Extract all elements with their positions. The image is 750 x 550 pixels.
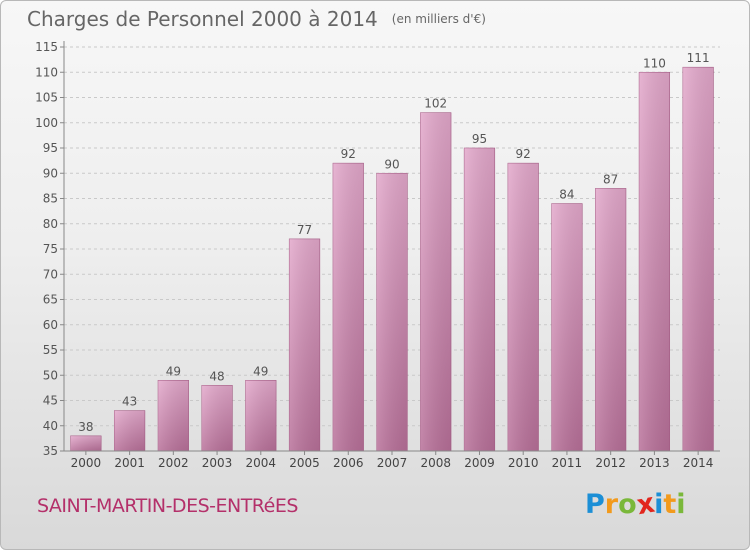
x-tick-label: 2013 (639, 456, 670, 470)
bar-shade (245, 380, 277, 451)
bar-shade (464, 148, 495, 451)
x-tick-label: 2006 (333, 456, 364, 470)
x-tick-label: 2012 (595, 456, 626, 470)
bar-shade (639, 72, 670, 451)
x-tick-label: 2004 (246, 456, 277, 470)
logo-letter: r (604, 489, 619, 520)
logo-letter: P (585, 489, 605, 520)
bar-value-label: 49 (166, 364, 181, 378)
bar-shade (332, 163, 364, 451)
bar-value-label: 43 (122, 395, 137, 409)
x-tick-label: 2002 (158, 456, 189, 470)
y-tick-label: 65 (43, 293, 58, 307)
y-tick-label: 100 (35, 116, 58, 130)
x-tick-label: 2003 (202, 456, 233, 470)
x-tick-label: 2001 (114, 456, 145, 470)
bar-value-label: 102 (424, 97, 447, 111)
x-tick-label: 2005 (289, 456, 320, 470)
chart-title: Charges de Personnel 2000 à 2014 (en mill… (27, 7, 486, 31)
x-tick-label: 2000 (71, 456, 102, 470)
bar-value-label: 90 (384, 157, 399, 171)
y-tick-label: 45 (43, 394, 58, 408)
bar-value-label: 77 (297, 223, 312, 237)
y-tick-label: 50 (43, 368, 58, 382)
bar-shade (70, 435, 102, 451)
bar-value-label: 92 (341, 147, 356, 161)
bar-shade (201, 385, 233, 451)
y-tick-label: 90 (43, 166, 58, 180)
y-tick-label: 115 (35, 40, 58, 54)
bar-shade (551, 203, 583, 451)
bar-shade (682, 67, 714, 451)
bar-value-label: 87 (603, 172, 618, 186)
y-tick-label: 55 (43, 343, 58, 357)
bar-value-label: 48 (209, 369, 224, 383)
bar-value-label: 95 (472, 132, 487, 146)
y-tick-label: 40 (43, 419, 58, 433)
bar-value-label: 84 (559, 188, 574, 202)
x-tick-label: 2010 (508, 456, 539, 470)
bar-shade (420, 112, 452, 452)
x-tick-label: 2011 (552, 456, 583, 470)
proxiti-logo: Proxiti (585, 488, 686, 522)
bar-value-label: 38 (78, 420, 93, 434)
y-tick-label: 60 (43, 318, 58, 332)
bar-shade (507, 163, 539, 451)
bar-shade (114, 410, 145, 451)
bar-shade (376, 173, 408, 451)
y-tick-label: 80 (43, 217, 58, 231)
title-text: Charges de Personnel 2000 à 2014 (27, 7, 378, 31)
y-tick-label: 110 (35, 65, 58, 79)
logo-letter: i (654, 489, 664, 520)
x-tick-label: 2014 (683, 456, 714, 470)
bar-value-label: 49 (253, 364, 268, 378)
bar-shade (595, 188, 626, 451)
y-tick-label: 95 (43, 141, 58, 155)
logo-letter: i (676, 489, 686, 520)
x-tick-label: 2008 (420, 456, 451, 470)
y-tick-label: 75 (43, 242, 58, 256)
y-tick-label: 35 (43, 444, 58, 458)
bar-value-label: 111 (687, 51, 710, 65)
y-tick-label: 105 (35, 91, 58, 105)
unit-label: (en milliers d'€) (391, 12, 486, 26)
x-tick-label: 2007 (377, 456, 408, 470)
bar-value-label: 92 (516, 147, 531, 161)
commune-name: SAINT-MARTIN-DES-ENTRéES (37, 495, 298, 517)
bars-layer: 38 43 49 48 49 77 92 90 102 95 92 84 87 110 111 (70, 51, 714, 452)
y-tick-label: 85 (43, 192, 58, 206)
bar-shade (289, 238, 320, 451)
bar-shade (158, 380, 189, 451)
axis-layer: 35 40 45 50 55 60 65 70 75 80 85 90 95 100 105 110 115 20… (35, 40, 720, 470)
bar-value-label: 110 (643, 56, 666, 70)
x-tick-label: 2009 (464, 456, 495, 470)
logo-letter: t (663, 489, 677, 520)
logo-letter: o (618, 489, 637, 520)
y-tick-label: 70 (43, 267, 58, 281)
